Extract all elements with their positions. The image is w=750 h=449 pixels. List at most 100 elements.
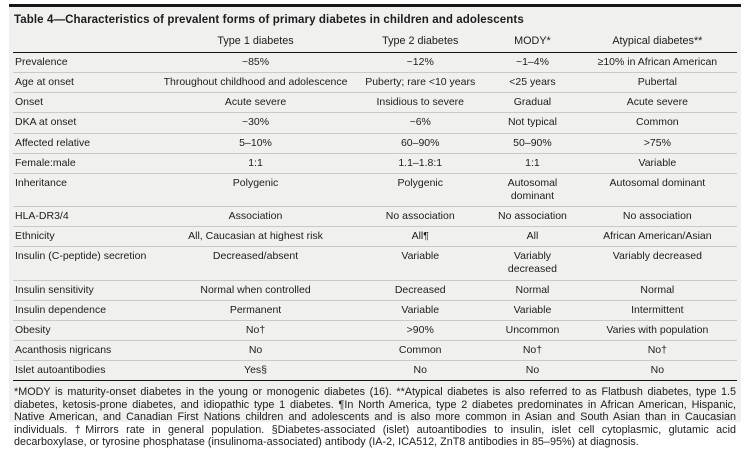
- row-label: Insulin dependence: [13, 300, 158, 321]
- cell: >75%: [577, 133, 737, 154]
- cell: Decreased: [353, 280, 488, 301]
- cell: No: [157, 340, 354, 362]
- cell: All, Caucasian at highest risk: [157, 226, 354, 248]
- row-label: Islet autoantibodies: [13, 360, 158, 382]
- row-label: Onset: [13, 92, 158, 114]
- table-row: DKA at onset ~30% ~6% Not typical Common: [13, 112, 737, 134]
- cell: No†: [487, 340, 578, 362]
- table-title: Table 4—Characteristics of prevalent for…: [14, 14, 524, 26]
- col-header-type1-diabetes: Type 1 diabetes: [157, 33, 354, 53]
- cell: Pubertal: [577, 72, 737, 94]
- cell: Variably decreased: [487, 246, 578, 281]
- cell: Common: [353, 340, 488, 362]
- cell: Uncommon: [487, 320, 578, 341]
- cell: Varies with population: [577, 320, 737, 341]
- row-label: HLA-DR3/4: [13, 206, 158, 228]
- col-header-atypical-diabetes: Atypical diabetes**: [577, 33, 737, 53]
- cell: All: [487, 226, 578, 248]
- table-row: Ethnicity All, Caucasian at highest risk A…: [13, 226, 737, 248]
- cell: Variable: [353, 300, 488, 321]
- table-row: Affected relative 5–10% 60–90% 50–90% >75%: [13, 133, 737, 154]
- cell: Intermittent: [577, 300, 737, 321]
- table-row: Insulin (C-peptide) secretion Decreased/a…: [13, 246, 737, 281]
- cell: Polygenic: [157, 173, 354, 208]
- row-label: Affected relative: [13, 133, 158, 154]
- cell: No: [487, 360, 578, 382]
- cell: Yes§: [157, 360, 354, 382]
- cell: Variable: [577, 153, 737, 174]
- row-label: Inheritance: [13, 173, 158, 208]
- cell: 50–90%: [487, 133, 578, 154]
- row-label: Insulin sensitivity: [13, 280, 158, 301]
- row-label: Prevalence: [13, 52, 158, 74]
- table-row: HLA-DR3/4 Association No association No ass…: [13, 206, 737, 228]
- cell: No: [353, 360, 488, 382]
- page: Table 4—Characteristics of prevalent for…: [9, 4, 741, 448]
- cell: 1:1: [157, 153, 354, 174]
- table-row: Prevalence ~85% ~12% ~1–4% ≥10% in African A…: [13, 52, 737, 74]
- row-label: DKA at onset: [13, 112, 158, 134]
- cell: ~1–4%: [487, 52, 578, 74]
- cell: Variable: [487, 300, 578, 321]
- cell: Permanent: [157, 300, 354, 321]
- cell: No association: [487, 206, 578, 228]
- table-row: Acanthosis nigricans No Common No† No†: [13, 340, 737, 362]
- cell: Puberty; rare <10 years: [353, 72, 488, 94]
- table-row: Insulin sensitivity Normal when controlle…: [13, 280, 737, 301]
- cell: Polygenic: [353, 173, 488, 208]
- cell: African American/Asian: [577, 226, 737, 248]
- cell: Variable: [353, 246, 488, 281]
- cell: All¶: [353, 226, 488, 248]
- cell: 1:1: [487, 153, 578, 174]
- row-label: Insulin (C-peptide) secretion: [13, 246, 158, 281]
- cell: >90%: [353, 320, 488, 341]
- cell: Variably decreased: [577, 246, 737, 281]
- cell: Association: [157, 206, 354, 228]
- col-header-mody: MODY*: [487, 33, 578, 53]
- cell: Normal: [487, 280, 578, 301]
- cell: ~12%: [353, 52, 488, 74]
- row-label: Female:male: [13, 153, 158, 174]
- cell: ~85%: [157, 52, 354, 74]
- cell: Decreased/absent: [157, 246, 354, 281]
- cell: 60–90%: [353, 133, 488, 154]
- table-footnote: *MODY is maturity-onset diabetes in the …: [14, 386, 736, 449]
- cell: No: [577, 360, 737, 382]
- table-body: Prevalence ~85% ~12% ~1–4% ≥10% in African A…: [13, 52, 737, 382]
- table-row: Islet autoantibodies Yes§ No No No: [13, 360, 737, 382]
- row-label: Acanthosis nigricans: [13, 340, 158, 362]
- cell: Common: [577, 112, 737, 134]
- cell: Normal: [577, 280, 737, 301]
- cell: No association: [577, 206, 737, 228]
- cell: 1.1–1.8:1: [353, 153, 488, 174]
- cell: <25 years: [487, 72, 578, 94]
- cell: ~30%: [157, 112, 354, 134]
- row-label: Age at onset: [13, 72, 158, 94]
- cell: Normal when controlled: [157, 280, 354, 301]
- cell: Not typical: [487, 112, 578, 134]
- cell: Gradual: [487, 92, 578, 114]
- cell: 5–10%: [157, 133, 354, 154]
- diabetes-characteristics-table: Type 1 diabetes Type 2 diabetes MODY* At…: [13, 33, 737, 382]
- table-row: Insulin dependence Permanent Variable Varia…: [13, 300, 737, 321]
- table-row: Obesity No† >90% Uncommon Varies with popula…: [13, 320, 737, 341]
- cell: No association: [353, 206, 488, 228]
- table-row: Age at onset Throughout childhood and ado…: [13, 72, 737, 94]
- row-label: Ethnicity: [13, 226, 158, 248]
- cell: Acute severe: [577, 92, 737, 114]
- table-row: Female:male 1:1 1.1–1.8:1 1:1 Variable: [13, 153, 737, 174]
- cell: Insidious to severe: [353, 92, 488, 114]
- cell: No†: [157, 320, 354, 341]
- col-header-rowlabels: [13, 33, 158, 53]
- cell: Autosomal dominant: [577, 173, 737, 208]
- cell: ≥10% in African American: [577, 52, 737, 74]
- cell: Throughout childhood and adolescence: [157, 72, 354, 94]
- cell: ~6%: [353, 112, 488, 134]
- row-label: Obesity: [13, 320, 158, 341]
- table-row: Onset Acute severe Insidious to severe Grad…: [13, 92, 737, 114]
- cell: No†: [577, 340, 737, 362]
- cell: Acute severe: [157, 92, 354, 114]
- header-row: Type 1 diabetes Type 2 diabetes MODY* At…: [13, 33, 737, 53]
- table4-card: Table 4—Characteristics of prevalent for…: [9, 4, 741, 448]
- col-header-type2-diabetes: Type 2 diabetes: [353, 33, 488, 53]
